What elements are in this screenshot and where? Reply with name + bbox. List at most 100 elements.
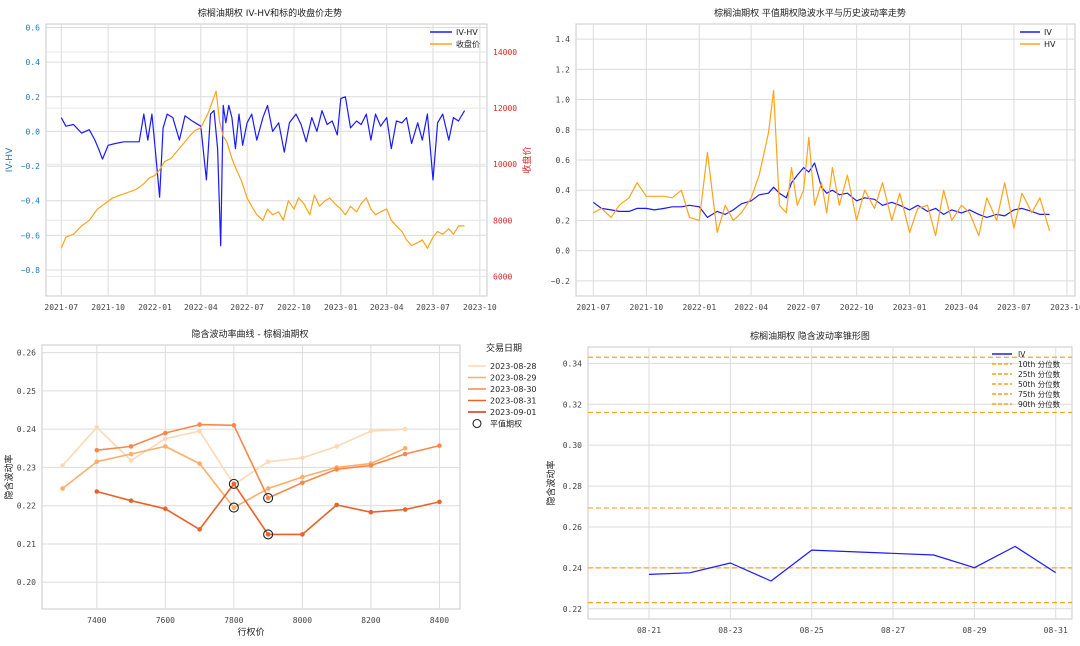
y-tick-label: 0.23: [17, 463, 36, 472]
legend-label: IV: [1018, 350, 1026, 359]
iv-hv-price-svg: 棕榈油期权 IV-HV和标的收盘价走势 2021-07 2021-10 2022-0…: [5, 7, 533, 312]
data-point: [231, 423, 237, 428]
y-tick-label: 0.4: [26, 58, 41, 67]
atm-marker: [263, 529, 274, 540]
x-tick-label: 2022-10: [277, 303, 311, 312]
y-axis-label: 隐含波动率: [545, 460, 557, 505]
data-point: [368, 428, 374, 434]
data-point: [60, 463, 65, 468]
data-point: [300, 474, 305, 480]
x-tick-label: 2022-04: [734, 303, 768, 312]
iv-smile-svg: 隐含波动率曲线 - 棕榈油期权 7400 7600 7800 8000 8200 8400…: [3, 328, 537, 638]
y-tick-label: −0.6: [21, 231, 40, 240]
x-tick-label: 08-23: [718, 626, 742, 635]
data-point: [300, 532, 305, 537]
y-tick-label: 1.0: [556, 96, 571, 105]
series-line-IV-HV: [60, 96, 466, 247]
data-point: [265, 459, 271, 464]
data-point: [163, 430, 168, 436]
y-tick-label: 0.28: [563, 482, 582, 491]
series-line-IV: [648, 545, 1057, 582]
legend-label: 50th 分位数: [1018, 379, 1061, 389]
y-tick-label: −0.2: [551, 277, 570, 286]
x-tick-label: 08-31: [1044, 626, 1068, 635]
legend-label: IV-HV: [456, 28, 478, 37]
y-tick-label: 0.22: [17, 502, 36, 511]
y2-axis-label: 收盘价: [521, 146, 533, 173]
legend-label: 平值期权: [490, 419, 522, 429]
y-tick-label: 0.0: [556, 247, 571, 256]
atm-iv-hv-svg: 棕榈油期权 平值期权隐波水平与历史波动率走势 2021-07 2021-10 202…: [551, 7, 1080, 312]
atm-iv-hv-chart: 棕榈油期权 平值期权隐波水平与历史波动率走势 2021-07 2021-10 202…: [540, 0, 1080, 323]
atm-marker: [263, 492, 274, 504]
data-point: [402, 451, 408, 457]
y-tick-label: 0.2: [26, 93, 41, 102]
x-tick-label: 2023-04: [945, 303, 979, 312]
y2-tick-label: 10000: [493, 160, 517, 169]
x-tick-label: 2022-07: [787, 303, 821, 312]
x-tick-label: 2022-10: [840, 303, 874, 312]
data-point: [197, 428, 202, 434]
legend-label: 2023-08-30: [490, 385, 537, 394]
chart-title: 棕榈油期权 隐含波动率锥形图: [750, 330, 870, 342]
data-point: [402, 507, 408, 512]
legend-title: 交易日期: [486, 342, 522, 354]
iv-hv-price-chart: 棕榈油期权 IV-HV和标的收盘价走势 2021-07 2021-10 2022-0…: [0, 0, 540, 323]
y-tick-label: 0.8: [556, 126, 571, 135]
chart-title: 隐含波动率曲线 - 棕榈油期权: [192, 328, 309, 340]
legend-label: 2023-08-31: [490, 397, 537, 406]
data-point: [197, 422, 202, 427]
data-point: [128, 498, 134, 504]
x-tick-label: 08-27: [881, 626, 905, 635]
legend-label: 90th 分位数: [1018, 399, 1061, 409]
data-point: [334, 444, 339, 449]
x-tick-label: 2021-07: [44, 303, 78, 312]
chart-title: 棕榈油期权 平值期权隐波水平与历史波动率走势: [714, 7, 906, 19]
atm-marker: [228, 478, 239, 489]
x-tick-label: 8400: [430, 616, 449, 625]
x-tick-label: 7400: [87, 616, 106, 625]
y2-tick-label: 14000: [493, 48, 517, 57]
y-tick-label: −0.8: [21, 266, 40, 275]
data-point: [128, 444, 134, 449]
y-tick-label: 0.22: [563, 605, 582, 614]
iv-cone-svg: 棕榈油期权 隐含波动率锥形图 08-21 08-23 08-25 08-27 08-29…: [545, 330, 1073, 635]
data-point: [368, 509, 374, 515]
x-tick-label: 08-29: [962, 626, 986, 635]
legend-label: 75th 分位数: [1018, 389, 1061, 399]
data-point: [128, 451, 134, 457]
data-point: [300, 480, 305, 486]
chart-title: 棕榈油期权 IV-HV和标的收盘价走势: [198, 7, 342, 19]
data-point: [94, 447, 100, 453]
legend-label: 10th 分位数: [1018, 359, 1061, 369]
data-point: [197, 461, 202, 466]
legend-label: HV: [1044, 40, 1056, 49]
y-tick-label: 0.6: [556, 156, 571, 165]
y2-tick-label: 8000: [493, 216, 512, 225]
x-tick-label: 7600: [156, 616, 175, 625]
y-tick-label: 0.26: [563, 523, 582, 532]
x-tick-label: 2023-07: [416, 303, 450, 312]
x-tick-label: 2023-01: [324, 303, 358, 312]
data-point: [94, 424, 100, 430]
iv-smile-chart: 隐含波动率曲线 - 棕榈油期权 7400 7600 7800 8000 8200 8400…: [0, 323, 540, 646]
y-axis-label: IV-HV: [5, 147, 15, 172]
data-point: [163, 506, 168, 512]
legend-label: IV: [1044, 28, 1052, 37]
x-tick-label: 2021-07: [576, 303, 610, 312]
y-tick-label: 1.4: [556, 35, 571, 44]
x-tick-label: 2022-01: [682, 303, 716, 312]
y-tick-label: 0.20: [17, 578, 36, 587]
y-tick-label: 0.21: [17, 540, 36, 549]
legend-label: 收盘价: [456, 39, 480, 49]
y-tick-label: 0.25: [17, 387, 36, 396]
x-tick-label: 08-21: [637, 626, 661, 635]
y-tick-label: 0.4: [556, 186, 571, 195]
x-tick-label: 8000: [293, 616, 312, 625]
y-tick-label: 0.24: [17, 425, 36, 434]
x-tick-label: 08-25: [800, 626, 824, 635]
y-tick-label: 0.2: [556, 216, 571, 225]
data-point: [265, 486, 271, 491]
legend-label: 2023-08-29: [490, 374, 537, 383]
atm-marker: [228, 502, 239, 513]
